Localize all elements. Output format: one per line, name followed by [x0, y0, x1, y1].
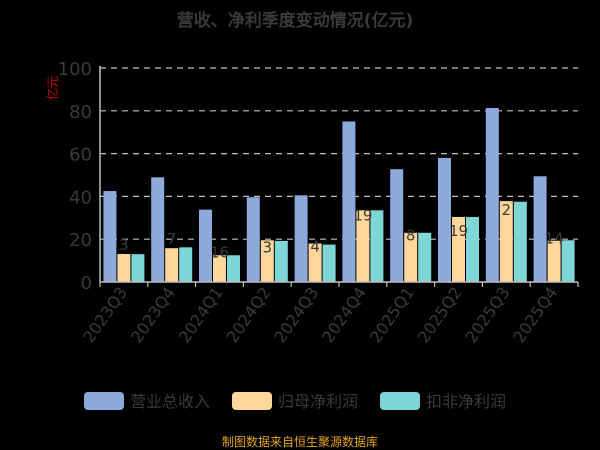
bar-annotation: 8 — [406, 227, 416, 245]
bar-annotations: 3 7 16 3 4 19 8 19 2 14 — [119, 201, 564, 262]
bar-2023Q3-s1 — [117, 253, 131, 282]
bar-2024Q3-s2 — [322, 244, 336, 282]
y-tick-label: 100 — [58, 59, 92, 80]
bar-annotation: 3 — [263, 238, 273, 256]
bar-annotation: 19 — [449, 222, 468, 240]
bar-2024Q1-s0 — [199, 209, 212, 282]
axes — [99, 66, 579, 287]
legend: 营业总收入 归母净利润 扣非净利润 — [84, 392, 506, 411]
bar-2025Q3-s1 — [499, 201, 513, 282]
bar-annotation: 7 — [167, 230, 177, 248]
bar-annotation: 2 — [502, 201, 512, 219]
x-tick-labels: 2023Q32023Q42024Q12024Q22024Q32024Q42025… — [79, 283, 561, 346]
y-tick-label: 60 — [69, 145, 92, 166]
bar-2025Q2-s0 — [438, 157, 451, 282]
bar-2025Q1-s1 — [404, 232, 418, 282]
bar-annotation: 4 — [310, 238, 320, 256]
y-tick-label: 40 — [69, 187, 92, 208]
bar-annotation: 16 — [210, 244, 229, 262]
bar-2023Q3-s0 — [103, 191, 117, 282]
bar-2023Q4-s1 — [165, 248, 179, 282]
y-axis-label: 亿元 — [45, 76, 60, 100]
legend-label: 扣非净利润 — [426, 392, 506, 411]
legend-label: 归母净利润 — [278, 392, 358, 411]
y-tick-label: 0 — [81, 273, 92, 294]
x-tick-label: 2024Q2 — [223, 283, 275, 346]
bar-2025Q3-s2 — [513, 201, 527, 282]
legend-swatch — [232, 392, 272, 410]
bar-2025Q1-s2 — [418, 232, 432, 282]
bar-2025Q2-s2 — [466, 216, 479, 282]
y-tick-labels: 0 20 40 60 80 100 — [58, 59, 92, 294]
bar-2024Q1-s2 — [227, 255, 240, 282]
legend-swatch — [84, 392, 124, 410]
bar-annotation: 3 — [119, 236, 129, 254]
bar-2024Q3-s0 — [294, 195, 308, 282]
bar-2025Q1-s0 — [390, 169, 404, 282]
bar-2023Q4-s2 — [179, 247, 193, 282]
bar-2023Q3-s2 — [131, 254, 145, 282]
bar-2025Q3-s0 — [485, 108, 499, 282]
bar-annotation: 19 — [353, 207, 372, 225]
bar-2024Q4-s1 — [356, 210, 370, 282]
x-tick-label: 2024Q3 — [270, 283, 322, 346]
source-note: 制图数据来自恒生聚源数据库 — [222, 434, 378, 449]
x-tick-label: 2025Q1 — [366, 283, 418, 346]
x-tick-label: 2025Q3 — [462, 283, 514, 346]
chart-title: 营收、净利季度变动情况(亿元) — [177, 10, 414, 31]
y-tick-label: 80 — [69, 102, 92, 123]
bar-2024Q2-s2 — [274, 240, 288, 282]
x-tick-label: 2024Q4 — [318, 283, 370, 346]
bar-2024Q1-s1 — [213, 255, 226, 282]
legend-label: 营业总收入 — [130, 392, 210, 411]
bar-2024Q4-s2 — [370, 210, 384, 282]
bar-2025Q4-s0 — [533, 176, 547, 282]
x-tick-label: 2025Q4 — [509, 283, 561, 346]
bars — [103, 108, 575, 282]
bar-2024Q2-s0 — [246, 197, 260, 282]
bar-2023Q4-s0 — [151, 177, 165, 282]
bar-annotation: 14 — [545, 230, 564, 248]
x-tick-label: 2024Q1 — [175, 283, 227, 346]
bar-2024Q3-s1 — [308, 243, 322, 282]
bar-2025Q4-s1 — [547, 240, 561, 282]
bar-2024Q2-s1 — [260, 240, 274, 282]
legend-swatch — [380, 392, 420, 410]
x-tick-label: 2023Q4 — [127, 283, 179, 346]
x-tick-label: 2025Q2 — [414, 283, 466, 346]
bar-2025Q4-s2 — [561, 240, 575, 282]
bar-2025Q2-s1 — [452, 216, 465, 282]
bar-2024Q4-s0 — [342, 121, 356, 282]
y-tick-label: 20 — [69, 230, 92, 251]
